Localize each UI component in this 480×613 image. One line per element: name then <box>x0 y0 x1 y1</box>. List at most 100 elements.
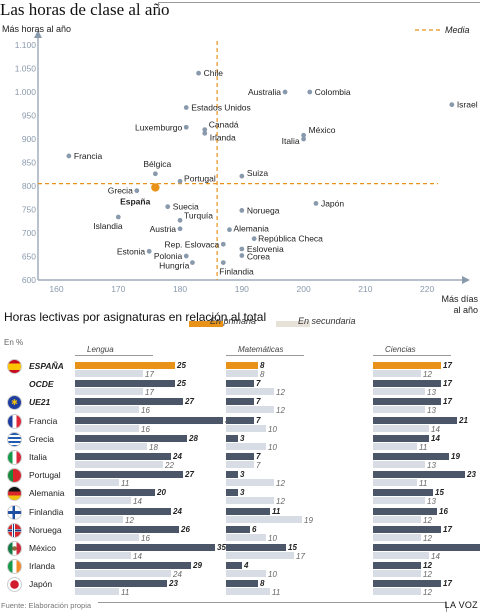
point-turqu-a <box>177 217 183 223</box>
bar-secundaria-matematicas-portugal <box>226 479 274 487</box>
y-tick-label: 600 <box>22 275 36 285</box>
legend-mean-label: Media <box>445 25 470 35</box>
bar-primaria-ciencias-jap-n <box>373 580 441 588</box>
bar-primaria-ciencias-francia <box>373 416 457 424</box>
value-secundaria-ciencias-espa-a: 12 <box>423 370 432 379</box>
point-label-espa-a: España <box>120 196 151 206</box>
point-rep-blica-checa <box>251 236 257 242</box>
point-italia <box>301 136 306 142</box>
value-secundaria-lengua-finlandia: 12 <box>125 515 134 525</box>
bar-secundaria-lengua-espa-a <box>75 370 143 377</box>
bar-primaria-ciencias-noruega <box>373 525 441 533</box>
value-primaria-ciencias-alemania: 15 <box>435 488 444 498</box>
bar-secundaria-ciencias-noruega <box>373 533 421 541</box>
bar-primaria-matematicas-m-xico <box>226 544 286 551</box>
value-primaria-matematicas-irlanda: 4 <box>244 561 249 571</box>
bar-secundaria-ciencias-grecia <box>373 442 417 450</box>
x-axis-arrow <box>462 276 470 284</box>
y-tick-label: 850 <box>22 158 36 168</box>
bar-secundaria-lengua-m-xico <box>75 552 131 559</box>
flag-icon-fi <box>7 504 22 520</box>
column-header-ciencias: Ciencias <box>385 345 416 354</box>
point-label-polonia: Polonia <box>154 251 183 261</box>
bar-secundaria-lengua-ocde <box>75 388 143 396</box>
y-tick-label: 800 <box>22 181 36 191</box>
bar-primaria-matematicas-irlanda <box>226 562 242 570</box>
x-axis-label-line2: al año <box>453 305 478 315</box>
bar-secundaria-lengua-francia <box>75 424 139 432</box>
x-tick-label: 210 <box>358 284 372 294</box>
point-colombia <box>307 89 313 95</box>
value-primaria-lengua-grecia: 28 <box>189 433 198 443</box>
x-axis-label-line1: Más días <box>441 294 478 304</box>
country-label-ue21: UE21 <box>29 397 51 408</box>
bar-secundaria-ciencias-finlandia <box>373 515 421 523</box>
point-espa-a <box>151 183 160 192</box>
point-label-suecia: Suecia <box>173 202 199 212</box>
bar-primaria-ciencias-ocde <box>373 380 441 388</box>
bar-secundaria-matematicas-francia <box>226 424 266 432</box>
point-label-alemania: Alemania <box>233 224 269 234</box>
legend-label-primaria: En primaria <box>210 316 257 326</box>
point-label-b-lgica: Bélgica <box>143 159 171 169</box>
x-tick-label: 160 <box>49 284 63 294</box>
bar-secundaria-lengua-noruega <box>75 533 139 541</box>
footer-rule <box>98 602 447 612</box>
country-label-grecia: Grecia <box>29 433 55 444</box>
value-primaria-matematicas-ocde: 7 <box>256 379 261 389</box>
bar-secundaria-ciencias-ue21 <box>373 406 425 414</box>
bar-secundaria-matematicas-m-xico <box>226 552 294 559</box>
value-primaria-lengua-espa-a: 25 <box>177 361 186 370</box>
bar-secundaria-matematicas-ue21 <box>226 406 274 414</box>
flag-icon-de <box>7 486 22 502</box>
bar-secundaria-ciencias-ocde <box>373 388 425 396</box>
flag-icon-it <box>7 450 22 465</box>
bar-primaria-ciencias-italia <box>373 453 449 460</box>
point-finlandia <box>220 260 226 266</box>
legend-swatch-primaria <box>189 321 223 327</box>
bar-primaria-lengua-finlandia <box>75 507 171 515</box>
point-label-turqu-a: Turquía <box>184 210 213 220</box>
value-primaria-lengua-irlanda: 29 <box>193 561 202 571</box>
value-secundaria-ciencias-irlanda: 12 <box>423 570 432 580</box>
value-secundaria-ciencias-noruega: 12 <box>423 533 432 543</box>
point-chile <box>196 70 201 76</box>
bar-primaria-ciencias-espa-a <box>373 362 441 369</box>
value-primaria-lengua-alemania: 20 <box>157 488 166 498</box>
bar-primaria-matematicas-grecia <box>226 434 238 442</box>
value-secundaria-lengua-francia: 16 <box>141 424 150 434</box>
point-label-suiza: Suiza <box>247 168 269 178</box>
value-secundaria-ciencias-alemania: 13 <box>427 497 436 507</box>
country-label-portugal: Portugal <box>29 470 61 481</box>
value-secundaria-lengua-ocde: 17 <box>145 388 154 398</box>
point-label-irlanda: Irlanda <box>210 132 236 142</box>
point-noruega <box>239 208 245 213</box>
bar-primaria-matematicas-ocde <box>226 380 254 388</box>
value-primaria-lengua-portugal: 27 <box>185 470 194 480</box>
y-tick-label: 950 <box>22 111 36 121</box>
value-secundaria-matematicas-alemania: 12 <box>276 497 285 507</box>
y-axis-label: Más horas al año <box>2 24 71 34</box>
legend-label-secundaria: En secundaria <box>298 316 356 326</box>
flag-icon-jp <box>7 577 22 593</box>
y-tick-label: 1.100 <box>15 40 37 50</box>
value-secundaria-ciencias-italia: 13 <box>427 461 436 470</box>
value-secundaria-matematicas-grecia: 10 <box>268 442 277 452</box>
value-primaria-matematicas-grecia: 3 <box>240 433 245 443</box>
point-estados-unidos <box>183 105 189 110</box>
bar-primaria-matematicas-jap-n <box>226 580 258 588</box>
bar-primaria-matematicas-portugal <box>226 471 238 479</box>
point-suiza <box>239 173 245 179</box>
point-label-m-xico: México <box>309 125 336 135</box>
point-label-austria: Austria <box>150 224 177 234</box>
value-secundaria-lengua-m-xico: 14 <box>133 552 142 561</box>
value-primaria-matematicas-italia: 7 <box>256 452 261 461</box>
flag-icon-mx <box>7 541 22 556</box>
point-australia <box>282 89 288 95</box>
point-label-eslovenia: Eslovenia <box>247 244 284 254</box>
value-primaria-ciencias-finlandia: 16 <box>439 506 448 516</box>
source-note: Fuente: Elaboración propia <box>1 601 92 610</box>
bar-secundaria-ciencias-irlanda <box>373 570 421 578</box>
point-irlanda <box>202 130 208 136</box>
bar-primaria-matematicas-francia <box>226 416 254 424</box>
